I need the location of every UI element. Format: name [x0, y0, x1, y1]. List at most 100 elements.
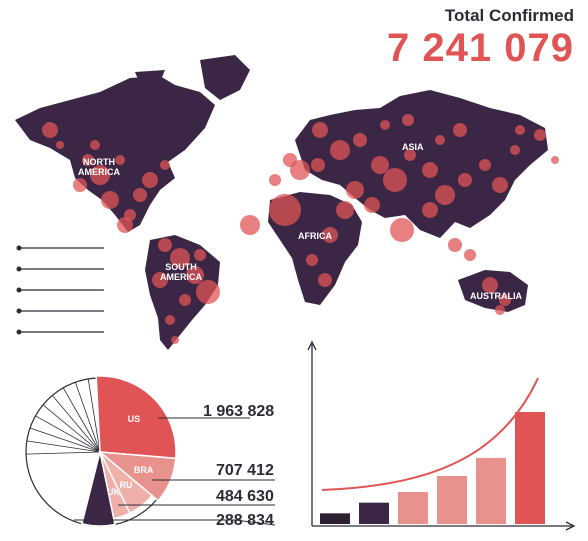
pie-divider: [26, 440, 101, 453]
region-africa-text: AFRICA: [298, 231, 332, 241]
pie-slice-uk-label: UK: [107, 487, 120, 497]
pie-divider: [87, 378, 101, 453]
case-dot: [551, 156, 559, 164]
case-dot: [380, 120, 390, 130]
region-australia-text: AUSTRALIA: [470, 291, 522, 301]
region-label-australia: AUSTRALIA: [470, 291, 522, 301]
case-dots: [42, 114, 559, 344]
case-dot: [312, 122, 328, 138]
pie-slice-other: [80, 451, 116, 527]
case-dot: [515, 125, 525, 135]
case-dot: [73, 178, 87, 192]
case-dot: [353, 133, 367, 147]
case-dot: [322, 227, 338, 243]
region-label-north-america: NORTH AMERICA: [78, 157, 120, 177]
case-dot: [290, 160, 310, 180]
landmass-eurasia: [295, 90, 548, 238]
case-dot: [133, 188, 147, 202]
case-dot: [464, 249, 476, 261]
case-dot: [499, 294, 511, 306]
case-dot: [330, 140, 350, 160]
case-dot: [196, 280, 220, 304]
landmass-south-america: [145, 235, 220, 350]
landmass-greenland: [200, 55, 250, 100]
case-dot: [453, 123, 467, 137]
case-dot: [390, 218, 414, 242]
landmass-north-america: [15, 76, 215, 232]
case-dot: [90, 140, 100, 150]
case-dot: [115, 155, 125, 165]
case-dot: [371, 156, 389, 174]
case-dot: [383, 168, 407, 192]
case-dot: [492, 177, 508, 193]
region-label-asia: ASIA: [402, 142, 424, 152]
case-dot: [458, 173, 472, 187]
region-label-africa: AFRICA: [298, 231, 332, 241]
case-dot: [435, 135, 445, 145]
case-dot: [269, 194, 301, 226]
bar: [320, 513, 350, 524]
pie-divider: [42, 404, 101, 453]
case-dot: [495, 305, 505, 315]
case-dot: [171, 336, 179, 344]
case-dot: [534, 129, 546, 141]
bar: [515, 412, 545, 524]
pie-divider: [62, 387, 101, 453]
pie-value-label-ru: 484 630: [216, 488, 274, 505]
case-dot: [101, 191, 119, 209]
bar-chart: [307, 340, 576, 531]
pie-slice-bra: [97, 451, 177, 502]
y-axis-arrow: [307, 340, 317, 351]
case-dot: [402, 114, 414, 126]
case-dot: [479, 159, 491, 171]
case-dot: [435, 185, 455, 205]
case-dot: [158, 238, 172, 252]
pie-value-label-uk: 288 834: [216, 512, 274, 529]
case-dot: [336, 201, 354, 219]
case-dot: [160, 160, 170, 170]
landmass-canada-islands: [135, 70, 170, 130]
pie-slice-us-label: US: [128, 414, 141, 424]
case-dot: [283, 153, 297, 167]
pie-divider: [26, 451, 101, 455]
case-dot: [82, 154, 94, 166]
pie-divider: [74, 382, 101, 453]
pie-slice-bra-label: BRA: [134, 465, 154, 475]
case-dot: [117, 217, 133, 233]
world-map: [15, 55, 559, 350]
case-dot: [56, 141, 64, 149]
pie-divider: [35, 415, 101, 453]
case-dot: [422, 202, 438, 218]
case-dot: [482, 277, 498, 293]
trend-line: [321, 377, 539, 491]
case-dot: [42, 122, 58, 138]
bar: [437, 476, 467, 524]
case-dot: [170, 248, 190, 268]
total-confirmed-value: 7 241 079: [387, 26, 574, 70]
case-dot: [194, 249, 206, 261]
region-label-south-america: SOUTH AMERICA: [160, 262, 202, 282]
case-dot: [318, 273, 332, 287]
case-dot: [269, 174, 281, 186]
region-north-america-text: NORTH AMERICA: [78, 157, 120, 177]
case-dot: [152, 272, 168, 288]
pie-divider: [29, 427, 101, 453]
case-dot: [346, 181, 364, 199]
case-dot: [142, 172, 158, 188]
case-dot: [179, 294, 191, 306]
bar: [476, 457, 506, 524]
total-confirmed-title: Total Confirmed: [444, 6, 574, 25]
case-dot: [448, 238, 462, 252]
bar: [398, 492, 428, 524]
case-dot: [311, 158, 325, 172]
x-axis-arrow: [565, 521, 576, 531]
pie-value-label-us: 1 963 828: [203, 403, 275, 420]
case-dot: [364, 197, 380, 213]
case-dot: [186, 266, 204, 284]
bar: [359, 502, 389, 524]
pie-value-label-bra: 707 412: [216, 462, 274, 479]
pie-leader-line: [74, 519, 276, 526]
